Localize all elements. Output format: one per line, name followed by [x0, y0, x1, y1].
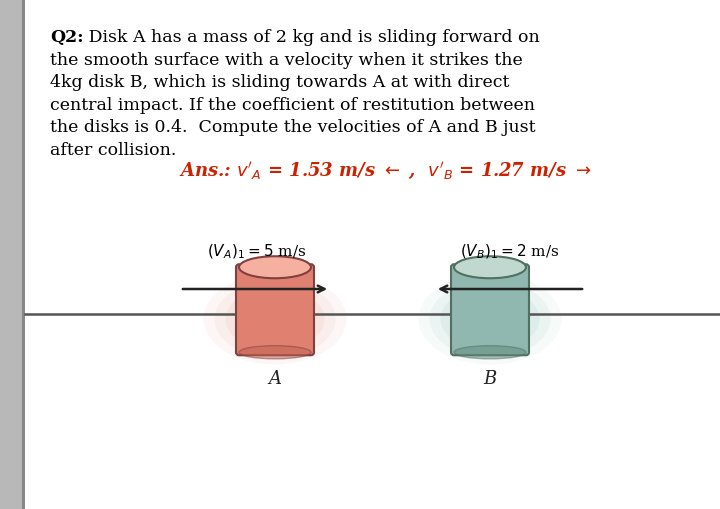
FancyBboxPatch shape	[451, 264, 529, 355]
Text: A: A	[269, 370, 282, 388]
Text: central impact. If the coefficient of restitution between: central impact. If the coefficient of re…	[50, 97, 535, 114]
Bar	[0, 0, 22, 509]
Text: after collision.: after collision.	[50, 142, 176, 158]
Ellipse shape	[441, 288, 539, 351]
Text: Ans.: $v'_A$ = 1.53 m/s $\leftarrow$ ,  $v'_B$ = 1.27 m/s $\rightarrow$: Ans.: $v'_A$ = 1.53 m/s $\leftarrow$ , $…	[179, 161, 591, 182]
Ellipse shape	[454, 256, 526, 278]
Ellipse shape	[418, 273, 562, 364]
Bar	[22, 0, 25, 509]
Text: 4kg disk B, which is sliding towards A at with direct: 4kg disk B, which is sliding towards A a…	[50, 74, 509, 91]
Text: the smooth surface with a velocity when it strikes the: the smooth surface with a velocity when …	[50, 51, 523, 69]
Ellipse shape	[430, 280, 551, 357]
Text: $(V_A)_1 = 5$ m/s: $(V_A)_1 = 5$ m/s	[207, 243, 307, 261]
FancyBboxPatch shape	[236, 264, 314, 355]
Ellipse shape	[239, 346, 311, 359]
Ellipse shape	[225, 288, 325, 351]
Ellipse shape	[454, 346, 526, 359]
Text: the disks is 0.4.  Compute the velocities of A and B just: the disks is 0.4. Compute the velocities…	[50, 119, 536, 136]
Ellipse shape	[215, 280, 336, 357]
Text: $(V_B)_1 = 2$ m/s: $(V_B)_1 = 2$ m/s	[460, 243, 559, 261]
Text: B: B	[483, 370, 497, 388]
Ellipse shape	[204, 273, 346, 364]
Text: Q2:: Q2:	[50, 29, 84, 46]
Text: Disk A has a mass of 2 kg and is sliding forward on: Disk A has a mass of 2 kg and is sliding…	[83, 29, 540, 46]
Ellipse shape	[239, 256, 311, 278]
